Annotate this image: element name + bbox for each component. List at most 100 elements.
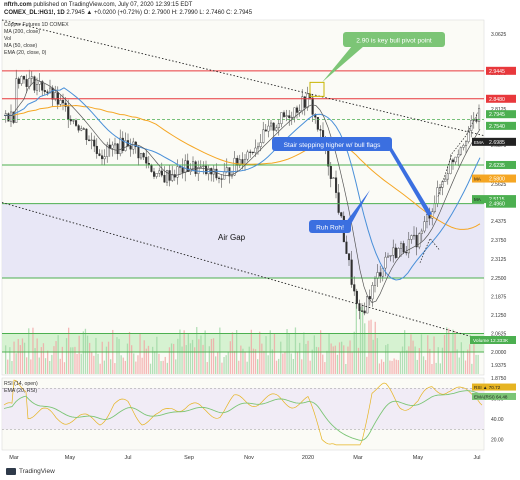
price-tag-prefix: EMA [474, 140, 484, 145]
volume-bar [387, 343, 389, 374]
volume-bar [152, 346, 154, 374]
volume-bar [427, 335, 429, 374]
volume-bar [78, 335, 80, 374]
volume-bar [254, 349, 257, 374]
candle [277, 123, 280, 129]
volume-bar [131, 345, 133, 374]
legend-line-0: Copper Futures 1D COMEX [4, 22, 69, 28]
volume-bar [212, 338, 215, 374]
volume-bar [292, 358, 294, 374]
candle [355, 290, 358, 304]
candle [264, 129, 267, 132]
candle [270, 122, 273, 127]
price-tag-label: 2.5800 [489, 177, 505, 183]
volume-bar [34, 348, 36, 374]
candle [62, 100, 65, 104]
volume-bar [175, 359, 177, 374]
candle [298, 110, 301, 113]
volume-bar [420, 334, 423, 374]
candle [46, 91, 49, 94]
price-tag-box [486, 137, 516, 146]
volume-bar [53, 346, 55, 374]
volume-bar [271, 349, 273, 374]
volume-bar [301, 359, 303, 374]
price-tag-label: 2.7945 [489, 112, 505, 118]
volume-bar [135, 361, 137, 374]
volume-bar [194, 347, 196, 374]
price-tick-label: 2.1875 [491, 295, 507, 301]
volume-bar [326, 350, 328, 374]
volume-bar [429, 348, 431, 374]
volume-bar [198, 339, 200, 374]
volume-bar [9, 347, 11, 374]
rsi-ema-line [3, 390, 483, 441]
stairs-callout-text: Stair stepping higher w/ bull flags [284, 142, 381, 149]
price-tick-label: 2.0625 [491, 332, 507, 338]
candle [316, 117, 319, 130]
volume-bar [55, 341, 57, 374]
volume-bar [122, 357, 124, 374]
price-tag-prefix: MA [474, 177, 481, 182]
candle [103, 156, 106, 160]
candle [80, 128, 83, 131]
volume-bar [28, 328, 30, 374]
rsi-tag-box [472, 383, 516, 391]
candle [230, 174, 234, 177]
footer-brand: TradingView [19, 468, 55, 475]
candle [384, 256, 387, 269]
volume-bar [303, 332, 305, 374]
volume-bar [105, 346, 108, 374]
candle [353, 284, 356, 292]
volume-bar [231, 332, 234, 374]
legend-line-1: MA (200, close) [4, 29, 40, 35]
candle [400, 243, 403, 249]
rsi-tick-label: 20.00 [491, 438, 504, 444]
volume-bar [242, 348, 244, 374]
volume-bar [462, 350, 465, 374]
candle [293, 107, 296, 118]
volume-bar [38, 357, 40, 374]
volume-bar [299, 342, 301, 374]
candle [392, 247, 395, 256]
symbol-name: COMEX_DL:HG1!, 1D [4, 10, 65, 16]
footer: TradingView [6, 468, 55, 475]
candle [368, 296, 371, 300]
candle [220, 178, 223, 180]
volume-bar [376, 338, 378, 374]
volume-bar [137, 355, 139, 374]
candle [186, 160, 189, 173]
volume-bar [406, 350, 408, 374]
candle [119, 137, 122, 155]
candle [194, 161, 197, 174]
volume-bar [215, 356, 217, 374]
candle [236, 157, 239, 166]
volume-bar [383, 361, 385, 374]
volume-bar [173, 343, 175, 374]
candle [100, 155, 104, 160]
volume-bar [177, 338, 179, 374]
volume-bar [408, 346, 410, 374]
candle [155, 173, 158, 177]
candle [129, 145, 132, 150]
candle [350, 259, 353, 285]
volume-bar [305, 343, 307, 374]
price-tick-label: 2.0000 [491, 350, 507, 356]
volume-bar [441, 347, 444, 374]
pivot-highlight-box [309, 81, 325, 97]
candle [17, 78, 20, 84]
candle [413, 234, 416, 237]
volume-bar [76, 353, 78, 374]
candle [329, 166, 332, 179]
price-tag-box [486, 121, 516, 130]
support-band [2, 333, 484, 352]
volume-bar [244, 351, 246, 374]
price-tag-label: 2.7540 [489, 124, 505, 130]
volume-bar [51, 354, 53, 374]
volume-bar [49, 360, 51, 374]
volume-bar [72, 347, 74, 374]
candle [225, 167, 228, 172]
candle [259, 142, 262, 147]
rsi-line [3, 379, 483, 446]
price-tick-label: 1.8750 [491, 376, 507, 382]
